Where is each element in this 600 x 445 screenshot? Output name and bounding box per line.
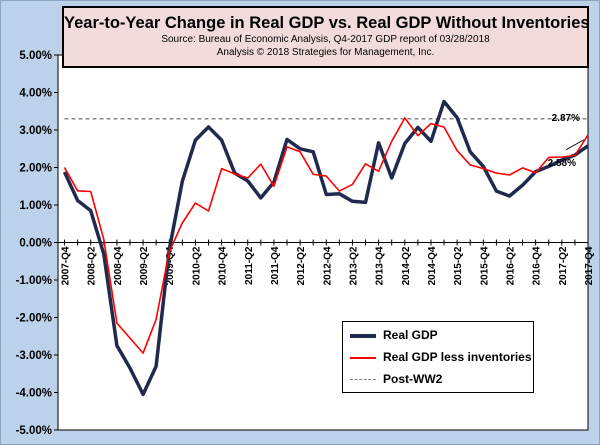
x-tick-label-2017-q2: 2017-Q2 <box>558 246 569 285</box>
legend: Real GDP Real GDP less inventories Post-… <box>342 321 534 393</box>
annotation-leader-real-gdp <box>565 139 585 151</box>
legend-label-real-gdp: Real GDP <box>383 328 438 342</box>
legend-label-real-gdp-less-inventories: Real GDP less inventories <box>383 350 532 364</box>
x-tick-label-2008-q4: 2008-Q4 <box>113 246 124 285</box>
x-tick-label-2017-q4: 2017-Q4 <box>584 246 595 285</box>
x-tick-label-2013-q2: 2013-Q2 <box>348 246 359 285</box>
x-axis: 2007-Q4 2008-Q2 2008-Q4 2009-Q2 2009-Q4 2010-… <box>61 239 595 285</box>
legend-swatch-real-gdp <box>350 334 376 338</box>
x-tick-label-2009-q4: 2009-Q4 <box>165 246 176 285</box>
legend-label-post-ww2: Post-WW2 <box>383 372 443 386</box>
chart-subtitle-2: Analysis © 2018 Strategies for Managemen… <box>216 47 435 58</box>
x-tick-label-2012-q2: 2012-Q2 <box>296 246 307 285</box>
legend-item-post-ww2: Post-WW2 <box>343 370 533 390</box>
legend-swatch-real-gdp-less-inventories <box>350 357 376 359</box>
y-axis: 5.00% 4.00% 3.00% 2.00% 1.00% 0.00% -1.00% -2.0… <box>16 50 58 437</box>
legend-swatch-post-ww2 <box>350 379 376 380</box>
series-line-real-gdp-less-inventories <box>63 117 589 354</box>
x-tick-label-2016-q4: 2016-Q4 <box>532 246 543 285</box>
x-tick-label-2008-q2: 2008-Q2 <box>87 246 98 285</box>
series-line-real-gdp <box>62 99 590 397</box>
x-tick-label-2007-q4: 2007-Q4 <box>61 246 72 285</box>
y-tick-label-0-00: 0.00% <box>19 238 52 250</box>
y-tick-label-5-00: 5.00% <box>19 50 52 62</box>
y-tick-label-4-00: 4.00% <box>19 88 52 100</box>
y-tick-label-3-00: -3.00% <box>16 350 52 362</box>
x-tick-label-2014-q2: 2014-Q2 <box>401 246 412 285</box>
annotation-label-real-gdp: 2.58% <box>548 158 576 169</box>
x-tick-label-2013-q4: 2013-Q4 <box>375 246 386 285</box>
x-tick-label-2010-q2: 2010-Q2 <box>191 246 202 285</box>
x-tick-label-2012-q4: 2012-Q4 <box>322 246 333 285</box>
chart-title: Year-to-Year Change in Real GDP vs. Real… <box>64 14 590 32</box>
y-tick-label-1-00: -1.00% <box>16 275 52 287</box>
x-tick-label-2015-q4: 2015-Q4 <box>479 246 490 285</box>
x-tick-label-2014-q4: 2014-Q4 <box>427 246 438 285</box>
y-tick-label-1-00: 1.00% <box>19 200 52 212</box>
x-tick-label-2016-q2: 2016-Q2 <box>505 246 516 285</box>
x-tick-label-2011-q4: 2011-Q4 <box>270 246 281 285</box>
x-tick-label-2011-q2: 2011-Q2 <box>244 246 255 285</box>
y-tick-label-2-00: -2.00% <box>16 313 52 325</box>
legend-item-real-gdp: Real GDP <box>343 326 533 346</box>
x-tick-label-2010-q4: 2010-Q4 <box>218 246 229 285</box>
chart-subtitle: Source: Bureau of Economic Analysis, Q4-… <box>161 34 490 45</box>
series-layer <box>62 99 590 397</box>
annotation-label-real-gdp-less-inventories: 2.87% <box>552 113 580 124</box>
y-tick-label-2-00: 2.00% <box>19 163 52 175</box>
x-tick-label-2009-q2: 2009-Q2 <box>139 246 150 285</box>
annotation-layer: 2.87% 2.58% <box>548 113 585 169</box>
y-tick-label-4-00: -4.00% <box>16 388 52 400</box>
legend-item-real-gdp-less-inventories: Real GDP less inventories <box>343 348 533 368</box>
x-tick-label-2015-q2: 2015-Q2 <box>453 246 464 285</box>
y-tick-label-5-00: -5.00% <box>16 425 52 437</box>
chart-title-box: Year-to-Year Change in Real GDP vs. Real… <box>62 6 590 68</box>
y-tick-label-3-00: 3.00% <box>19 125 52 137</box>
